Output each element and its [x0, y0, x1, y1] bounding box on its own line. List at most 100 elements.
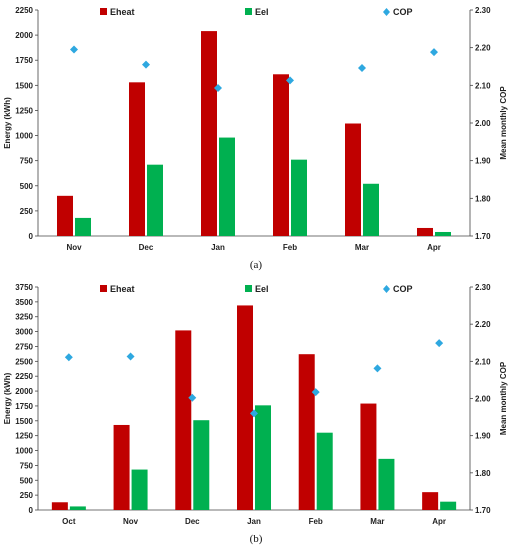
y-tick-label: 1000: [15, 132, 33, 141]
y-tick-label: 2750: [15, 342, 33, 351]
y-tick-label: 1250: [15, 106, 33, 115]
cop-marker: [64, 353, 73, 362]
bar-eheat: [345, 123, 361, 236]
legend-label-cop: COP: [393, 7, 413, 17]
y-tick-label: 3750: [15, 283, 33, 292]
bar-eheat: [237, 305, 253, 510]
y2-tick-label: 2.30: [475, 283, 491, 292]
bar-eheat: [175, 330, 192, 510]
y-axis-title: Energy (kWh): [3, 97, 12, 149]
y2-tick-label: 1.80: [475, 194, 491, 203]
bar-eheat: [201, 31, 217, 236]
y2-axis-title: Mean monthly COP: [499, 361, 508, 435]
x-tick-label: Nov: [66, 243, 82, 252]
y-tick-label: 500: [20, 476, 34, 485]
legend-label-eheat: Eheat: [110, 284, 135, 294]
legend-swatch-eheat: [100, 285, 107, 292]
x-tick-label: Nov: [123, 517, 139, 526]
cop-marker: [286, 76, 294, 85]
y2-tick-label: 1.70: [475, 506, 491, 515]
bar-eheat: [113, 424, 130, 510]
cop-marker: [142, 60, 150, 69]
y2-tick-label: 1.90: [475, 157, 491, 166]
x-tick-label: Mar: [355, 243, 369, 252]
bar-eheat: [417, 227, 433, 236]
y-tick-label: 1750: [15, 402, 33, 411]
bar-eel: [193, 420, 210, 510]
cop-marker: [214, 83, 222, 92]
panel-label: (b): [250, 533, 263, 545]
y-tick-label: 2000: [15, 387, 33, 396]
y-tick-label: 2000: [15, 31, 33, 40]
bar-eel: [378, 458, 395, 510]
bar-eheat: [273, 74, 289, 236]
y2-tick-label: 1.70: [475, 232, 491, 241]
x-tick-label: Feb: [309, 517, 323, 526]
y-tick-label: 500: [20, 182, 34, 191]
bar-eheat: [129, 82, 145, 236]
bar-eel: [147, 164, 163, 236]
legend-label-eel: Eel: [255, 284, 269, 294]
bar-eel: [291, 159, 307, 236]
y2-tick-label: 2.20: [475, 44, 491, 53]
y2-tick-label: 2.10: [475, 81, 491, 90]
y-tick-label: 2500: [15, 357, 33, 366]
y-tick-label: 1500: [15, 81, 33, 90]
cop-marker: [126, 352, 135, 361]
cop-marker: [358, 64, 366, 73]
legend-label-eel: Eel: [255, 7, 269, 17]
y-tick-label: 1500: [15, 417, 33, 426]
y-tick-label: 750: [20, 461, 34, 470]
bar-eel: [435, 231, 451, 236]
cop-marker: [311, 388, 320, 397]
bar-eheat: [360, 403, 377, 510]
bar-eel: [69, 506, 86, 510]
legend-swatch-eel: [245, 285, 252, 292]
y2-tick-label: 2.20: [475, 320, 491, 329]
y2-axis-title: Mean monthly COP: [499, 86, 508, 160]
x-tick-label: Dec: [139, 243, 154, 252]
bar-eel: [316, 432, 333, 510]
panel-label: (a): [250, 259, 263, 271]
y-tick-label: 2250: [15, 372, 33, 381]
bar-eel: [75, 217, 91, 236]
y-tick-label: 750: [20, 157, 34, 166]
y-tick-label: 1750: [15, 56, 33, 65]
y-tick-label: 2250: [15, 6, 33, 15]
y2-tick-label: 2.00: [475, 119, 491, 128]
bar-eheat: [51, 502, 68, 510]
bar-eel: [219, 137, 235, 236]
y2-tick-label: 2.10: [475, 357, 491, 366]
x-tick-label: Feb: [283, 243, 297, 252]
y-tick-label: 1000: [15, 447, 33, 456]
x-tick-label: Oct: [62, 517, 76, 526]
bar-eel: [255, 405, 271, 510]
bar-eheat: [298, 354, 315, 510]
x-tick-label: Jan: [211, 243, 225, 252]
bar-eheat: [422, 492, 439, 510]
y2-tick-label: 1.90: [475, 432, 491, 441]
cop-marker: [373, 364, 382, 373]
legend-marker-cop: [383, 285, 390, 293]
cop-marker: [70, 45, 78, 54]
y-tick-label: 3000: [15, 328, 33, 337]
x-tick-label: Apr: [432, 517, 446, 526]
cop-marker: [188, 393, 197, 402]
legend-swatch-eheat: [100, 8, 107, 15]
bar-eel: [131, 469, 148, 510]
y2-tick-label: 2.00: [475, 395, 491, 404]
y-tick-label: 3500: [15, 298, 33, 307]
x-tick-label: Dec: [185, 517, 200, 526]
bar-eel: [440, 501, 457, 510]
cop-marker: [435, 339, 444, 348]
y-tick-label: 3250: [15, 313, 33, 322]
bar-eel: [363, 183, 379, 236]
y-tick-label: 0: [29, 232, 34, 241]
legend-label-eheat: Eheat: [110, 7, 135, 17]
x-tick-label: Apr: [427, 243, 441, 252]
x-tick-label: Jan: [247, 517, 261, 526]
bar-eheat: [57, 195, 73, 236]
cop-marker: [250, 409, 258, 418]
y-axis-title: Energy (kWh): [3, 372, 12, 424]
y2-tick-label: 2.30: [475, 6, 491, 15]
